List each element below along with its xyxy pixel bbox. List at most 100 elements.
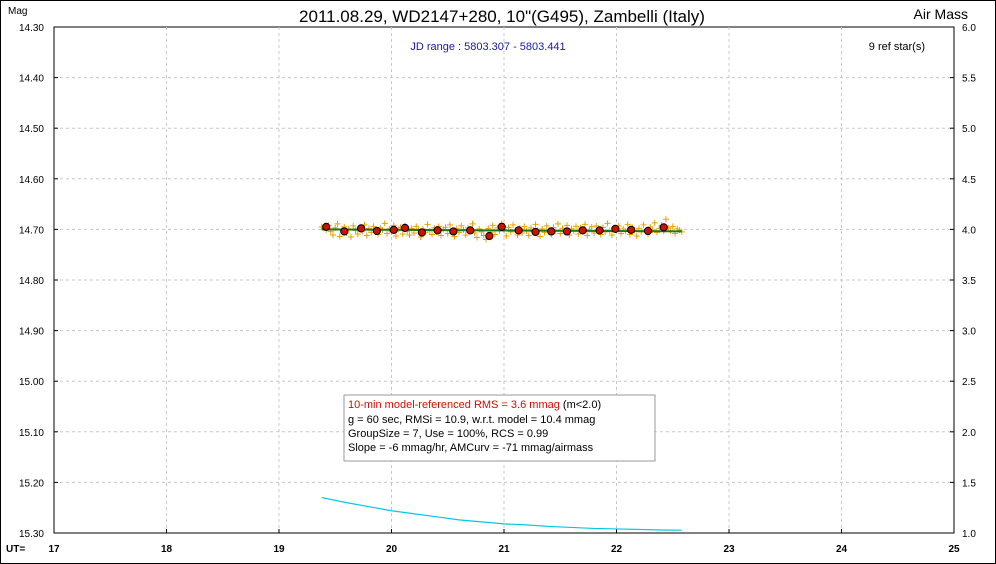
y-axis-ticks: 14.30 14.40 14.50 14.60 14.70 14.80 14.90 15.00…: [19, 23, 58, 540]
group-mean-point: [400, 223, 410, 232]
measurement-point: [510, 221, 516, 228]
group-mean-point: [643, 226, 653, 236]
x-tick-label: 24: [836, 544, 848, 555]
group-mean-point: [659, 223, 668, 232]
measurement-point: [575, 230, 582, 237]
measurement-point: [584, 232, 591, 239]
group-mean-point: [449, 227, 458, 236]
measurement-point: [573, 223, 579, 230]
measurement-point: [543, 222, 550, 229]
measurement-point: [424, 221, 431, 228]
y2-tick-label: 3.5: [962, 276, 976, 287]
measurement-point: [334, 220, 341, 227]
y-tick-label: 15.20: [19, 478, 44, 489]
measurement-point: [330, 231, 336, 238]
y-tick-label: 15.10: [19, 428, 44, 439]
grid-lines: [54, 27, 954, 533]
measurement-point: [413, 223, 420, 230]
y2-tick-label: 6.0: [962, 23, 976, 34]
group-mean-point: [433, 226, 442, 235]
measurement-point: [532, 221, 539, 228]
group-mean-point: [578, 226, 587, 235]
measurement-point: [633, 232, 640, 239]
y2-tick-label: 3.0: [962, 327, 976, 338]
group-mean-point: [322, 222, 331, 231]
measurement-point: [363, 232, 370, 239]
measurement-point: [354, 230, 361, 237]
measurement-point: [640, 221, 647, 228]
x-axis-label: UT=: [6, 544, 25, 555]
y2-tick-label: 2.5: [962, 377, 976, 388]
measurement-point: [582, 221, 588, 228]
stats-line-2: g = 60 sec, RMSi = 10.9, w.r.t. model = …: [348, 414, 595, 426]
y2-tick-label: 4.5: [962, 175, 976, 186]
measurement-point: [462, 231, 469, 238]
stats-line-3: GroupSize = 7, Use = 100%, RCS = 0.99: [348, 428, 548, 440]
y-tick-label: 14.60: [19, 175, 44, 186]
stats-line-1: 10-min model-referenced RMS = 3.6 mmag (…: [348, 399, 601, 411]
measurement-point: [521, 223, 528, 230]
measurement-point: [604, 220, 611, 227]
airmass-line: [321, 496, 682, 531]
group-mean-point: [627, 225, 636, 235]
group-mean-point: [547, 227, 556, 236]
group-mean-point: [389, 225, 398, 235]
measurement-point: [406, 231, 413, 238]
stats-box-border: [343, 394, 656, 462]
x-tick-label: 20: [386, 544, 398, 555]
measurement-point: [505, 224, 512, 231]
chart-title: 2011.08.29, WD2147+280, 10"(G495), Zambe…: [299, 7, 705, 26]
stats-line-4: Slope = -6 mmag/hr, AMCurv = -71 mmag/ai…: [348, 442, 594, 454]
measurement-point: [370, 223, 377, 230]
y-tick-label: 15.30: [19, 529, 44, 540]
group-mean-point: [357, 224, 366, 233]
measurement-point: [350, 222, 357, 229]
group-mean-point: [340, 227, 349, 236]
group-mean-point: [611, 224, 620, 233]
measurement-point: [411, 229, 417, 236]
measurement-point: [381, 220, 388, 227]
x-tick-label: 17: [48, 544, 60, 555]
y-tick-label: 15.00: [19, 377, 44, 388]
y2-tick-label: 1.0: [962, 529, 976, 540]
measurement-point: [663, 216, 669, 223]
group-mean-point: [514, 226, 523, 235]
measurement-point: [444, 230, 451, 237]
measurement-point: [489, 222, 496, 229]
measurement-point: [399, 230, 406, 237]
measurement-point: [458, 222, 465, 229]
ref-star-count: 9 ref star(s): [869, 41, 925, 53]
measurement-point: [336, 233, 343, 240]
y-tick-label: 14.70: [19, 225, 44, 236]
measurement-point: [588, 223, 595, 230]
x-axis-ticks: 17 18 19 20 21 22 23 24 25: [48, 529, 960, 555]
x-tick-label: 21: [498, 544, 510, 555]
stats-rms: 10-min model-referenced RMS = 3.6 mmag: [348, 399, 560, 411]
measurement-point: [469, 220, 476, 227]
group-mean-point: [466, 226, 475, 235]
measurement-point: [624, 221, 631, 228]
measurement-point: [438, 232, 444, 239]
y2-axis-ticks: 6.0 5.5 5.0 4.5 4.0 3.5 3.0 2.5 2.0 1.5 1.0: [950, 23, 976, 540]
measurement-point: [384, 230, 390, 237]
measurement-point: [429, 231, 435, 238]
x-tick-label: 22: [611, 544, 623, 555]
group-means: [322, 222, 668, 241]
measurement-point: [525, 232, 532, 239]
y2-tick-label: 2.0: [962, 428, 976, 439]
jd-range: JD range : 5803.307 - 5803.441: [410, 41, 565, 53]
group-mean-point: [497, 222, 506, 231]
y-tick-label: 14.30: [19, 23, 44, 34]
measurement-point: [651, 219, 658, 226]
group-mean-point: [417, 228, 426, 237]
group-mean-point: [372, 226, 381, 236]
measurement-point: [555, 220, 561, 227]
measurement-point: [669, 223, 676, 230]
x-tick-label: 23: [723, 544, 735, 555]
measurement-point: [609, 231, 615, 238]
measurement-point: [503, 232, 510, 239]
group-mean-point: [562, 227, 572, 236]
measurement-point: [474, 234, 480, 241]
y2-tick-label: 4.0: [962, 225, 976, 236]
